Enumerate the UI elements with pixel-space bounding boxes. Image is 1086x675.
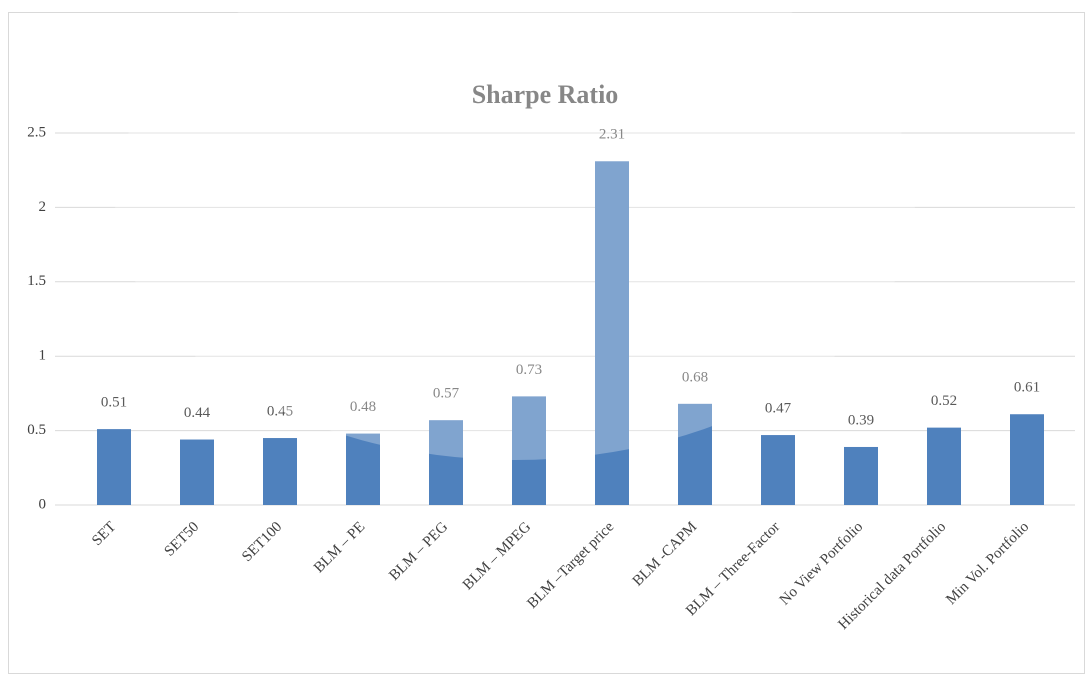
y-tick-label: 1.5 bbox=[27, 273, 46, 289]
y-tick-label: 2.5 bbox=[27, 124, 46, 140]
y-tick-label: 2 bbox=[39, 199, 47, 215]
value-label: 0.51 bbox=[101, 395, 127, 411]
bar bbox=[180, 440, 214, 505]
bar bbox=[263, 438, 297, 505]
value-label: 0.44 bbox=[184, 405, 211, 421]
bar bbox=[927, 428, 961, 505]
value-label: 0.39 bbox=[848, 412, 874, 428]
bar bbox=[97, 429, 131, 505]
y-tick-label: 0.5 bbox=[27, 422, 46, 438]
y-tick-label: 1 bbox=[39, 348, 47, 364]
bar bbox=[1010, 414, 1044, 505]
value-label: 0.47 bbox=[765, 401, 792, 417]
bar bbox=[761, 435, 795, 505]
value-label: 0.61 bbox=[1014, 380, 1040, 396]
bar bbox=[346, 434, 380, 505]
y-tick-label: 0 bbox=[39, 496, 47, 512]
bar bbox=[844, 447, 878, 505]
chart: Sharpe Ratio 00.511.522.5SET0.51SET500.4… bbox=[0, 0, 1086, 675]
value-label: 0.52 bbox=[931, 393, 957, 409]
